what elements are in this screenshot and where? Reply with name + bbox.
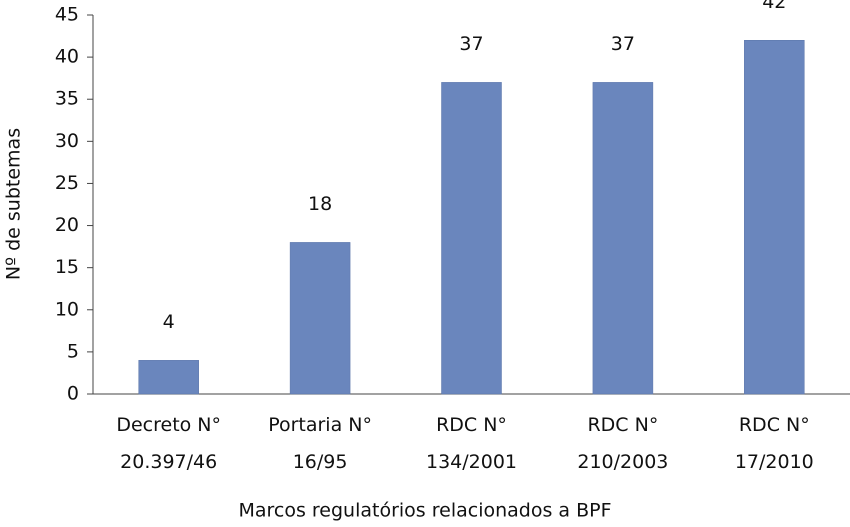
y-tick-label: 10 bbox=[55, 298, 79, 320]
x-tick-label: RDC N° 17/2010 bbox=[735, 414, 814, 473]
bar bbox=[289, 242, 351, 395]
y-tick-label: 20 bbox=[55, 214, 79, 236]
value-label: 37 bbox=[611, 33, 635, 55]
value-label: 18 bbox=[308, 193, 332, 215]
y-tick-label: 45 bbox=[55, 4, 79, 26]
y-tick-label: 15 bbox=[55, 256, 79, 278]
value-label: 42 bbox=[762, 0, 786, 13]
y-tick-label: 5 bbox=[67, 340, 79, 362]
x-tick-label: Portaria N° 16/95 bbox=[268, 414, 372, 473]
x-tick-label: RDC N° 134/2001 bbox=[426, 414, 517, 473]
x-tick-label: Decreto N° 20.397/46 bbox=[116, 414, 221, 473]
y-tick-label: 25 bbox=[55, 172, 79, 194]
value-label: 4 bbox=[163, 311, 175, 333]
y-tick-label: 30 bbox=[55, 130, 79, 152]
bar bbox=[138, 360, 199, 395]
y-axis-title: Nº de subtemas bbox=[3, 128, 25, 280]
y-tick-label: 40 bbox=[55, 46, 79, 68]
y-tick-label: 35 bbox=[55, 88, 79, 110]
bar bbox=[744, 40, 805, 395]
bar bbox=[441, 82, 502, 395]
x-tick-label: RDC N° 210/2003 bbox=[577, 414, 668, 473]
bar bbox=[592, 82, 654, 395]
x-axis-title: Marcos regulatórios relacionados a BPF bbox=[238, 500, 611, 522]
y-tick-label: 0 bbox=[67, 383, 79, 405]
value-label: 37 bbox=[459, 33, 483, 55]
